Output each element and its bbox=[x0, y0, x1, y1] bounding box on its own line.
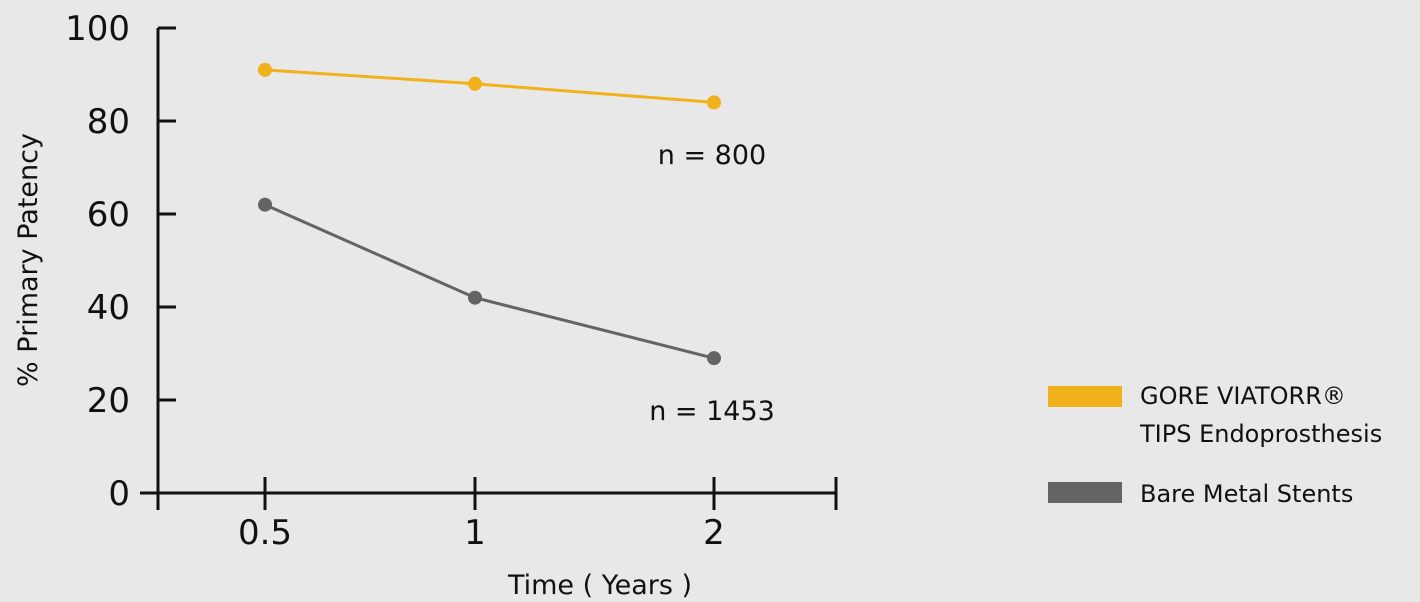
data-point bbox=[258, 197, 272, 212]
axes bbox=[140, 28, 836, 510]
data-point bbox=[468, 76, 482, 91]
legend-label: Bare Metal Stents bbox=[1140, 480, 1353, 508]
sample-size-label: n = 1453 bbox=[649, 396, 775, 427]
x-axis-ticks: 0.5 1 2 bbox=[238, 477, 838, 553]
data-point bbox=[707, 351, 721, 366]
series-gore-viatorr bbox=[258, 62, 721, 110]
x-tick-label: 0.5 bbox=[238, 513, 292, 553]
legend-swatch bbox=[1048, 482, 1122, 503]
data-point bbox=[258, 62, 272, 77]
annotations: n = 800 n = 1453 bbox=[649, 140, 775, 427]
series-line bbox=[264, 203, 715, 360]
legend-label: TIPS Endoprosthesis bbox=[1139, 420, 1382, 448]
x-tick-label: 2 bbox=[703, 513, 725, 553]
data-point bbox=[707, 95, 721, 110]
legend-label: GORE VIATORR® bbox=[1140, 382, 1346, 410]
y-tick-label: 60 bbox=[87, 195, 130, 235]
y-tick-label: 40 bbox=[87, 288, 130, 328]
legend: GORE VIATORR® TIPS Endoprosthesis Bare Met… bbox=[1048, 382, 1382, 508]
x-axis-title: Time ( Years ) bbox=[507, 570, 692, 601]
legend-item: Bare Metal Stents bbox=[1048, 480, 1353, 508]
data-point bbox=[468, 290, 482, 305]
y-tick-label: 0 bbox=[108, 474, 130, 514]
series-layer bbox=[258, 62, 721, 366]
y-axis-title: % Primary Patency bbox=[13, 133, 44, 387]
series-line bbox=[264, 68, 715, 104]
legend-item: GORE VIATORR® TIPS Endoprosthesis bbox=[1048, 382, 1382, 448]
sample-size-label: n = 800 bbox=[658, 140, 766, 171]
y-tick-label: 20 bbox=[87, 381, 130, 421]
y-tick-label: 80 bbox=[87, 102, 130, 142]
legend-swatch bbox=[1048, 386, 1122, 407]
y-tick-label: 100 bbox=[65, 9, 130, 49]
x-tick-label: 1 bbox=[464, 513, 486, 553]
y-axis-ticks: 0 20 40 60 80 100 bbox=[65, 9, 176, 514]
series-bare-metal-stents bbox=[258, 197, 721, 366]
